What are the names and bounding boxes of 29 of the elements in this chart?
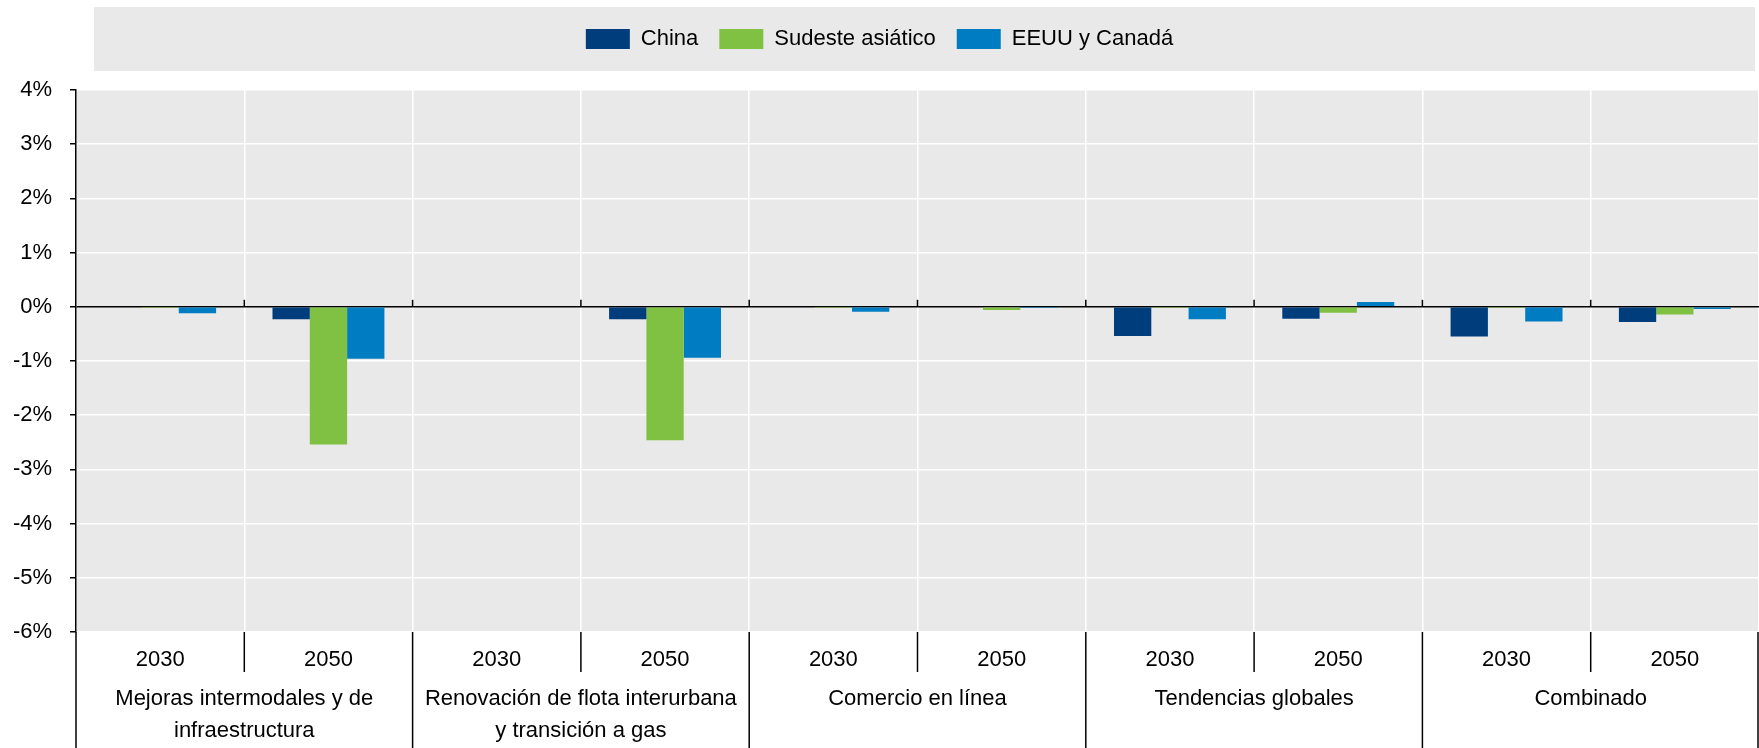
y-tick-label: -3% — [12, 455, 52, 481]
text: Combinado — [1534, 685, 1647, 711]
text: Renovación de flota interurbana y transición a gas — [424, 685, 738, 743]
y-tick-label: -5% — [12, 563, 52, 589]
text: Comercio en línea — [828, 685, 1008, 711]
x-tick-label: 2050 — [303, 646, 353, 672]
y-tick-label: -2% — [12, 401, 52, 427]
x-tick-label: 2030 — [472, 646, 522, 672]
x-tick-label: 2030 — [1482, 646, 1532, 672]
y-tick-label: 0% — [20, 292, 52, 318]
text: Mejoras intermodales y de infraestructura — [115, 685, 374, 743]
y-tick-label: 3% — [20, 130, 52, 156]
x-tick-label: 2030 — [135, 646, 185, 672]
y-tick-label: 4% — [20, 76, 52, 102]
x-tick-label: 2050 — [977, 646, 1027, 672]
text: Tendencias globales — [1154, 685, 1354, 711]
y-tick-label: -4% — [12, 509, 52, 535]
legend-label: EEUU y Canadá — [1011, 25, 1174, 51]
x-tick-label: 2050 — [1650, 646, 1700, 672]
y-tick-label: 2% — [20, 184, 52, 210]
x-tick-label: 2050 — [640, 646, 690, 672]
x-tick-label: 2030 — [808, 646, 858, 672]
x-tick-label: 2030 — [1145, 646, 1195, 672]
legend-label: Sudeste asiático — [774, 25, 936, 51]
y-tick-label: -1% — [12, 347, 52, 373]
y-tick-label: -6% — [12, 618, 52, 644]
x-tick-label: 2050 — [1313, 646, 1363, 672]
y-tick-label: 1% — [20, 238, 52, 264]
legend-label: China — [640, 25, 700, 51]
